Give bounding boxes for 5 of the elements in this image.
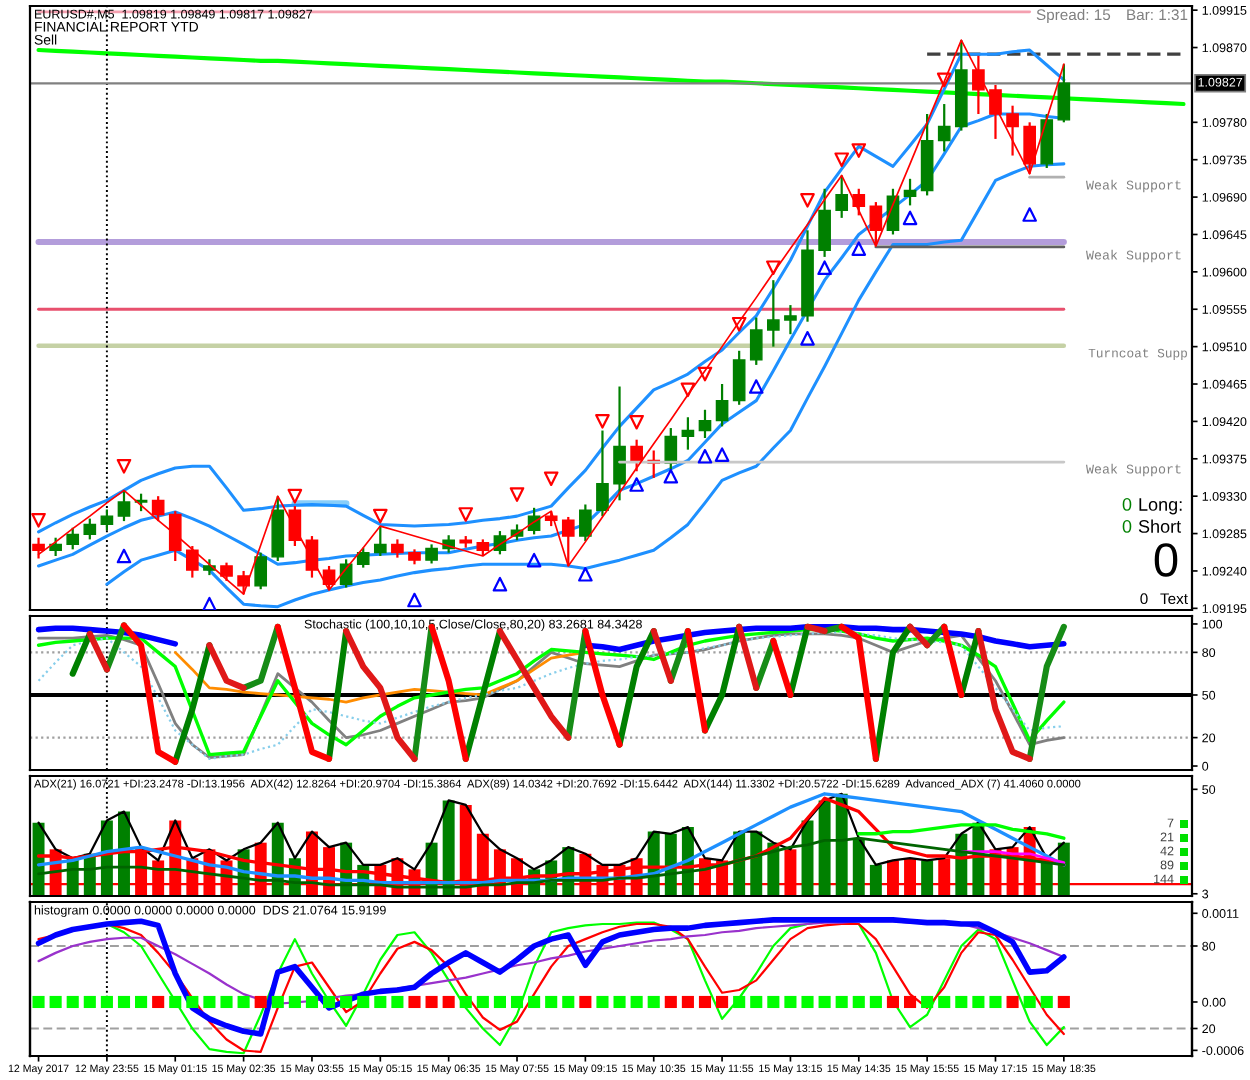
annotation: 0 (1154, 543, 1178, 577)
annotation: 0 (1122, 520, 1132, 533)
annotation: Long: (1139, 498, 1182, 515)
annotation: 0 (1122, 498, 1132, 511)
annotation: Short (1138, 519, 1182, 533)
